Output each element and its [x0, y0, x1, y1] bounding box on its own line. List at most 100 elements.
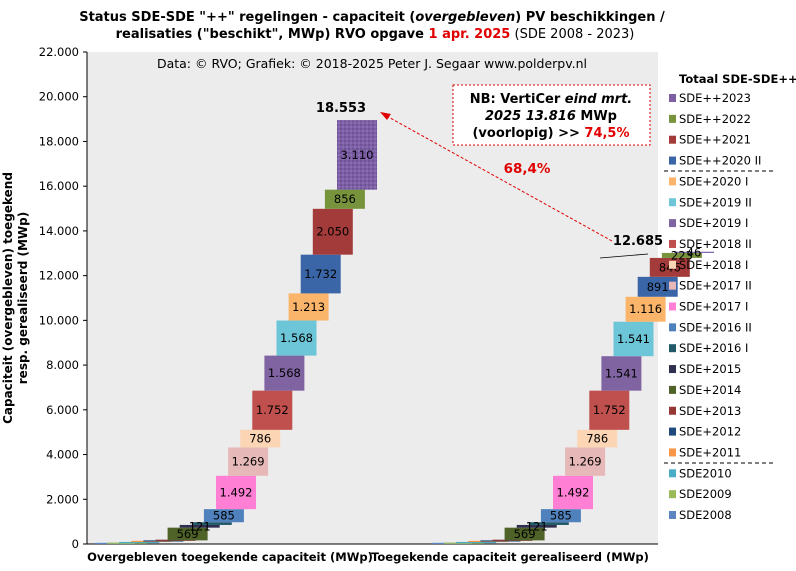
- bar-segment: [674, 251, 714, 253]
- y-axis: 0 2.000 4.000 6.000 8.000 10.000 12.000 14.000 1…: [39, 45, 658, 551]
- note-line-2: 2025 13.816 MWp: [485, 109, 617, 124]
- bar-data-label: 856: [334, 192, 356, 206]
- legend-label: SDE+2020 I: [679, 174, 748, 188]
- bar-segment: [528, 522, 569, 525]
- bar-data-label: 585: [213, 509, 235, 523]
- legend-item: SDE2008: [669, 508, 732, 522]
- legend-swatch: [669, 344, 676, 353]
- bar-data-label: 3.110: [341, 148, 374, 162]
- chart-title: Status SDE-SDE "++" regelingen - capacit…: [79, 10, 665, 42]
- legend-label: SDE+2017 I: [679, 300, 748, 314]
- bar-data-label: 585: [550, 509, 572, 523]
- total-label: 12.685: [613, 234, 663, 249]
- title-line-1: Status SDE-SDE "++" regelingen - capacit…: [79, 10, 665, 25]
- bar-data-label: 1.541: [605, 366, 638, 380]
- legend-item: SDE2009: [669, 487, 732, 501]
- legend-item: SDE2010: [669, 466, 732, 480]
- legend-item: SDE+2018 II: [669, 237, 752, 251]
- bar-data-label: 1.732: [304, 267, 337, 281]
- legend-item: SDE+2013: [669, 404, 741, 418]
- bar-data-label: 2.050: [316, 225, 349, 239]
- bar-segment: [553, 475, 593, 510]
- bar-segment: [637, 276, 678, 297]
- bar-data-label: 1.752: [256, 403, 289, 417]
- legend-item: SDE+2011: [669, 445, 741, 459]
- legend-label: SDE+2011: [679, 445, 741, 459]
- legend-swatch: [669, 260, 676, 269]
- bar-segment: [324, 189, 365, 209]
- bar-segment: [444, 542, 485, 544]
- legend-label: SDE++2021: [679, 133, 751, 147]
- legend-label: SDE+2014: [679, 383, 741, 397]
- y-tick-label: 6.000: [46, 403, 79, 417]
- bar-data-label: 223: [671, 248, 693, 262]
- legend-swatch: [669, 511, 676, 519]
- note-line-1: NB: VertiCer eind mrt.: [470, 92, 633, 107]
- title-line-2: realisaties ("beschikt", MWp) RVO opgave…: [116, 27, 635, 42]
- legend-swatch: [669, 94, 676, 102]
- bar-data-label: 1.492: [220, 485, 253, 499]
- legend-swatch: [669, 448, 676, 457]
- bar-data-label: 1.752: [593, 403, 626, 417]
- legend-label: SDE++2020 II: [679, 154, 761, 168]
- y-axis-label: Capaciteit (overgebleven) toegekend resp.…: [1, 172, 30, 424]
- x-axis-labels: Overgebleven toegekende capaciteit (MWp)…: [87, 550, 649, 564]
- bar-segment: [312, 208, 353, 255]
- legend-title: Totaal SDE-SDE++: [679, 72, 796, 86]
- source-note: Data: © RVO; Grafiek: © 2018-2025 Peter …: [157, 56, 587, 71]
- bar-segment: [216, 475, 256, 510]
- bar-data-label: 786: [586, 432, 608, 446]
- bar-segment: [337, 120, 377, 190]
- x-category-label: Toegekende capaciteit gerealiseerd (MWp): [371, 550, 649, 564]
- legend-swatch: [669, 490, 676, 499]
- note-line-3: (voorlopig) >> 74,5%: [472, 126, 629, 141]
- legend-label: SDE+2016 II: [679, 320, 752, 334]
- legend-swatch: [669, 385, 676, 394]
- bar-segment: [661, 252, 702, 258]
- bar-segment: [191, 522, 232, 525]
- bar-segment: [601, 356, 642, 391]
- legend-label: SDE++2023: [679, 91, 751, 105]
- bars: [95, 120, 714, 544]
- bar-data-label: 1.492: [557, 485, 590, 499]
- legend-item: SDE++2022: [669, 112, 751, 126]
- bar-segment: [203, 509, 244, 523]
- legend-label: SDE+2012: [679, 425, 741, 439]
- bar-segment: [565, 447, 606, 476]
- y-tick-label: 10.000: [39, 313, 79, 327]
- bar-segment: [119, 541, 160, 544]
- legend-swatch: [669, 198, 676, 207]
- total-label: 18.553: [316, 101, 366, 116]
- bar-data-label: 1.568: [268, 366, 301, 380]
- total-leader-line: [599, 253, 649, 259]
- note-box: NB: VertiCer eind mrt. 2025 13.816 MWp (vo…: [452, 84, 651, 146]
- y-tick-label: 16.000: [39, 179, 79, 193]
- legend-swatch: [669, 281, 676, 290]
- bar-segment: [480, 540, 521, 542]
- legend-label: SDE2008: [679, 508, 732, 522]
- bar-data-label: 569: [177, 527, 199, 541]
- bar-data-label: 1.269: [232, 455, 265, 469]
- legend-label: SDE2010: [679, 466, 732, 480]
- bar-data-label: 786: [249, 432, 271, 446]
- legend-item: SDE++2020 II: [669, 154, 761, 168]
- legend-item: SDE+2019 I: [669, 216, 748, 230]
- percent-label: 68,4%: [504, 161, 551, 177]
- legend-label: SDE+2019 II: [679, 195, 752, 209]
- legend-label: SDE++2022: [679, 112, 751, 126]
- legend-label: SDE+2015: [679, 362, 741, 376]
- totals: 18.553 12.685: [316, 101, 663, 259]
- legend-label: SDE+2018 I: [679, 258, 748, 272]
- legend-item: SDE++2021: [669, 133, 751, 147]
- bar-data-label: 121: [189, 519, 211, 533]
- legend-swatch: [669, 323, 676, 332]
- bar-segment: [456, 541, 497, 544]
- bar-data-label: 1.269: [569, 455, 602, 469]
- bar-data-label: 121: [526, 519, 548, 533]
- legend-swatch: [669, 427, 676, 436]
- bar-segment: [625, 296, 666, 322]
- bar-segment: [276, 320, 317, 356]
- bar-segment: [288, 293, 329, 321]
- y-tick-label: 14.000: [39, 224, 79, 238]
- legend-swatch: [669, 302, 676, 311]
